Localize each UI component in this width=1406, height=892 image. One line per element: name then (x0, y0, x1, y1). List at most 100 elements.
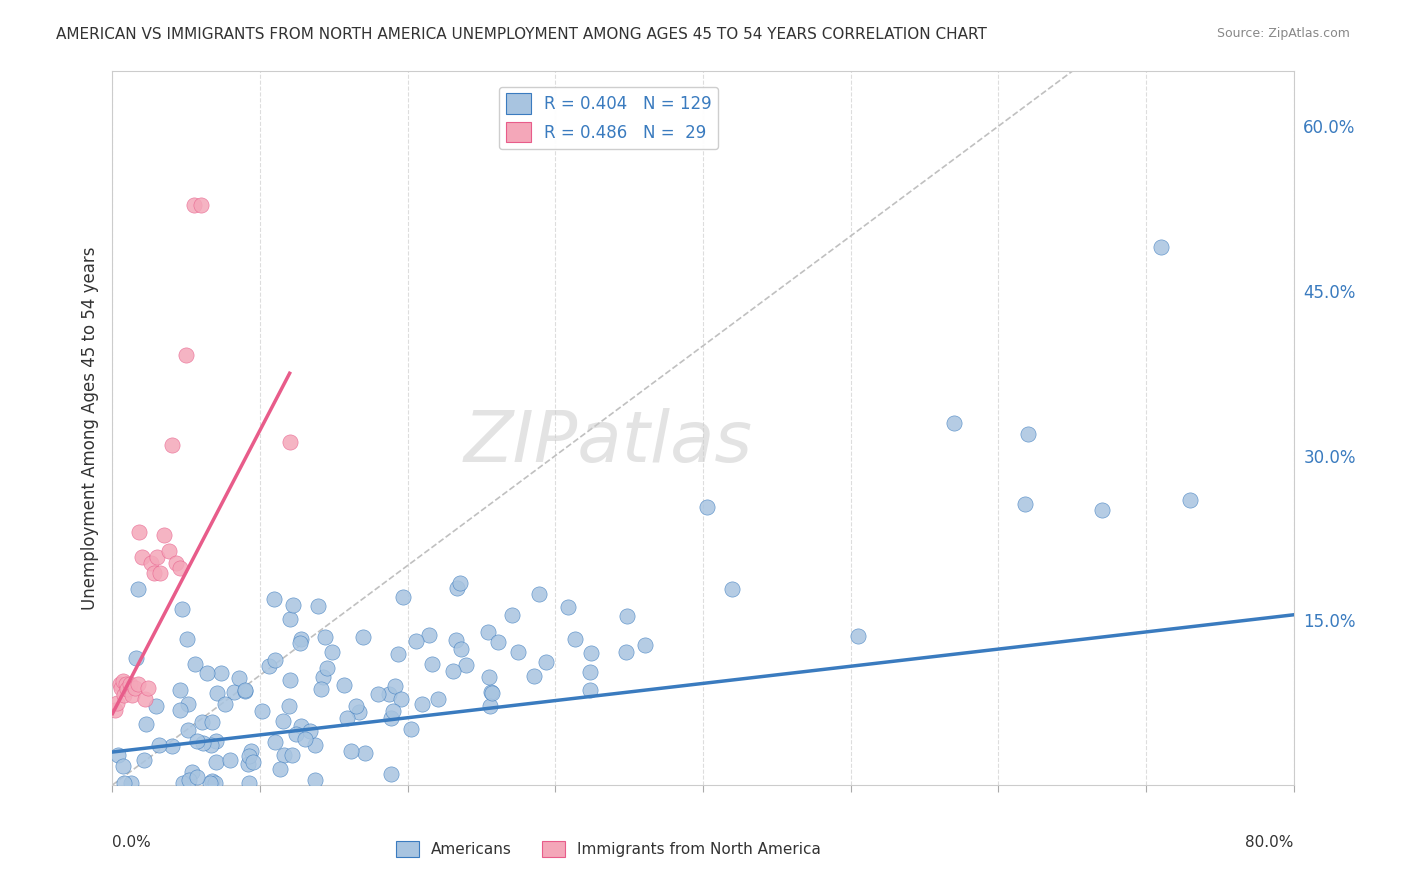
Point (354, 746, 377, 760)
Point (616, 609, 638, 624)
Point (191, 736, 214, 750)
Point (581, 647, 603, 661)
Point (120, 677, 142, 691)
Point (290, 719, 312, 733)
Point (236, 757, 259, 772)
Point (127, 677, 149, 691)
Point (108, 677, 131, 691)
Point (422, 657, 444, 672)
Point (111, 759, 134, 773)
Point (333, 678, 356, 692)
Point (169, 560, 191, 574)
Point (134, 692, 156, 706)
Point (314, 630, 336, 644)
Point (257, 658, 280, 673)
Point (339, 744, 361, 758)
Point (139, 556, 162, 570)
Point (264, 653, 287, 667)
Point (111, 673, 134, 688)
Point (190, 198, 212, 212)
Point (148, 739, 170, 753)
Point (112, 776, 135, 790)
Point (132, 753, 155, 767)
Point (347, 705, 370, 719)
Point (186, 733, 208, 747)
Point (239, 744, 262, 758)
Point (264, 734, 287, 748)
Point (633, 639, 655, 653)
Point (183, 198, 205, 212)
Point (170, 601, 193, 615)
Point (344, 698, 367, 713)
Point (304, 772, 326, 787)
Point (238, 749, 260, 764)
Point (536, 655, 558, 669)
Point (242, 755, 264, 769)
Point (449, 575, 471, 590)
Point (271, 714, 294, 728)
Point (125, 650, 148, 665)
Point (191, 715, 214, 730)
Point (481, 686, 503, 700)
Point (165, 556, 187, 570)
Point (273, 748, 295, 763)
Point (298, 723, 321, 738)
Point (557, 599, 579, 614)
Point (142, 566, 165, 580)
Point (219, 754, 242, 768)
Point (848, 629, 870, 643)
Point (384, 679, 406, 693)
Point (290, 636, 312, 650)
Point (294, 731, 316, 746)
Point (418, 628, 440, 642)
Point (380, 766, 402, 780)
Point (281, 599, 304, 613)
Point (204, 776, 226, 790)
Point (233, 683, 256, 698)
Point (942, 416, 965, 430)
Point (523, 669, 546, 683)
Point (104, 703, 127, 717)
Point (367, 687, 389, 701)
Point (157, 544, 180, 558)
Point (195, 665, 218, 680)
Point (107, 747, 129, 762)
Point (201, 715, 224, 730)
Point (478, 670, 501, 684)
Point (336, 711, 359, 725)
Point (477, 624, 499, 639)
Point (426, 691, 449, 706)
Point (121, 688, 143, 702)
Point (411, 697, 433, 711)
Point (205, 686, 228, 700)
Point (486, 635, 509, 649)
Point (127, 582, 149, 596)
Point (1091, 503, 1114, 517)
Point (450, 642, 472, 657)
Point (124, 681, 146, 696)
Point (263, 591, 285, 606)
Point (290, 632, 312, 646)
Point (174, 348, 197, 362)
Point (281, 748, 304, 763)
Point (278, 673, 301, 687)
Point (506, 645, 529, 659)
Point (172, 776, 194, 790)
Point (387, 647, 409, 661)
Point (1014, 497, 1036, 511)
Point (696, 500, 718, 515)
Point (392, 591, 415, 605)
Point (304, 739, 326, 753)
Point (160, 437, 183, 451)
Point (176, 632, 198, 646)
Point (269, 762, 291, 776)
Point (446, 581, 468, 595)
Point (110, 681, 132, 696)
Point (186, 770, 208, 784)
Point (105, 696, 128, 710)
Point (184, 657, 207, 672)
Point (160, 739, 183, 753)
Point (405, 634, 427, 648)
Point (209, 665, 232, 680)
Point (321, 645, 343, 659)
